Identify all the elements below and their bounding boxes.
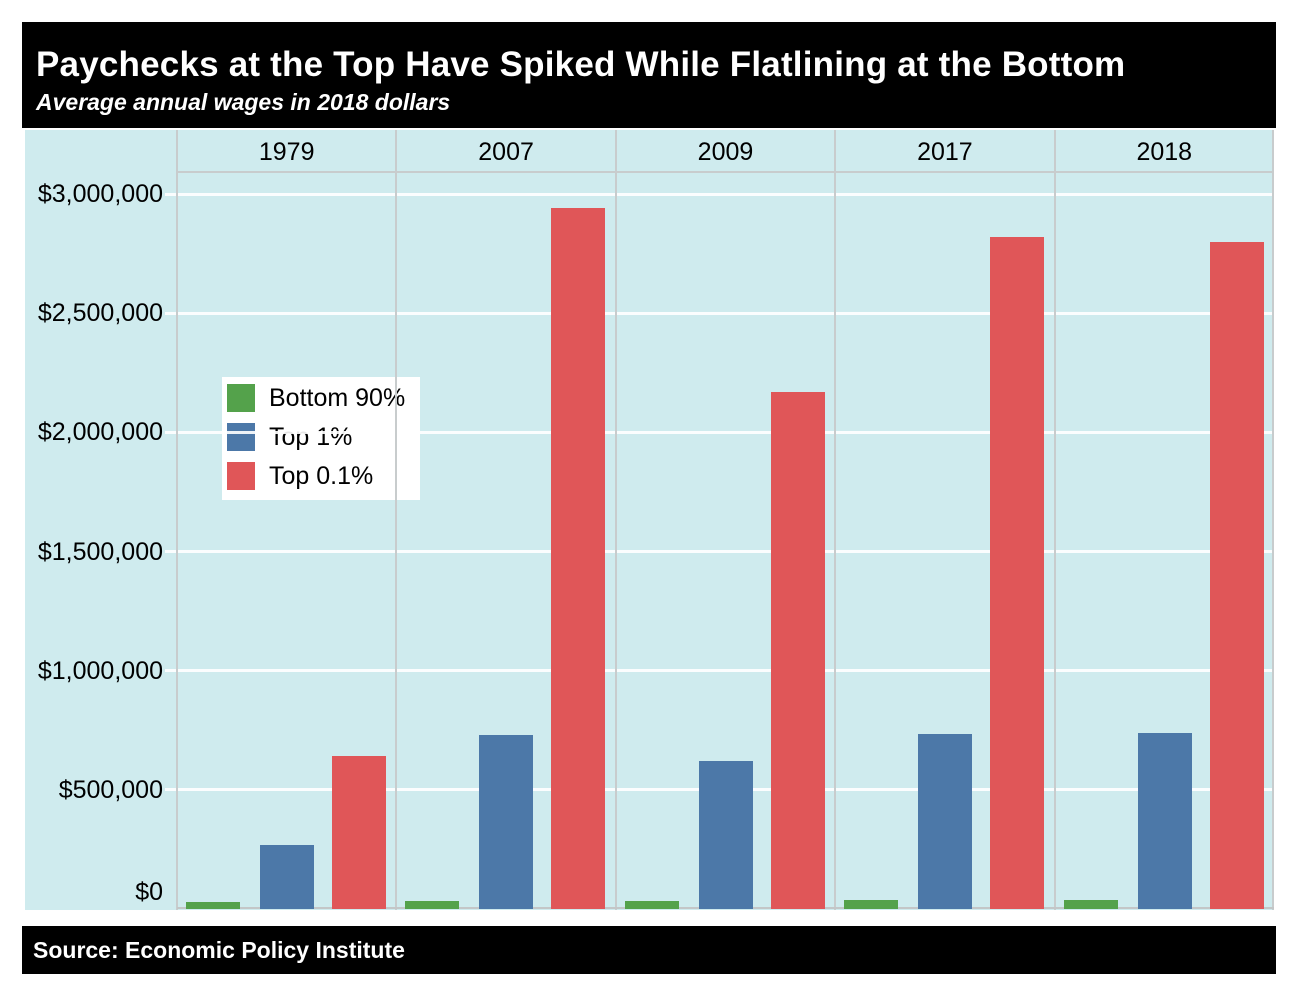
bar-bottom-90-2009 — [624, 900, 679, 909]
panel-divider — [395, 130, 398, 910]
legend-label: Top 1% — [269, 422, 353, 451]
header-banner: Paychecks at the Top Have Spiked While F… — [22, 22, 1276, 128]
y-axis-tick — [165, 430, 177, 434]
y-axis-tick — [165, 311, 177, 315]
panel-divider — [614, 130, 617, 910]
chart: Bottom 90% Top 1% Top 0.1% $0 $500,000 $1,00… — [25, 130, 1274, 910]
legend-swatch — [227, 462, 255, 490]
panel-divider — [834, 130, 837, 910]
bar-bottom-90-1979 — [186, 901, 240, 909]
y-axis-tick — [165, 192, 177, 196]
legend-item: Top 1% — [227, 423, 410, 451]
year-band-separator — [177, 171, 1274, 173]
y-axis-label: $0 — [135, 878, 163, 906]
y-axis-tick — [165, 550, 177, 553]
y-axis-label: $1,500,000 — [37, 537, 163, 566]
gridline — [177, 669, 1274, 673]
bar-top-0-1-2018 — [1209, 241, 1264, 909]
bar-top-0-1-2007 — [551, 208, 606, 909]
year-label: 2009 — [697, 138, 754, 166]
bar-bottom-90-2017 — [844, 900, 899, 909]
chart-subtitle: Average annual wages in 2018 dollars — [36, 89, 451, 115]
gridline — [177, 430, 1274, 434]
bar-top-1-1979 — [260, 844, 314, 909]
legend: Bottom 90% Top 1% Top 0.1% — [222, 377, 420, 500]
chart-title: Paychecks at the Top Have Spiked While F… — [36, 45, 1126, 84]
y-axis-label: $3,000,000 — [37, 180, 163, 208]
legend-label: Bottom 90% — [269, 383, 406, 412]
year-label: 2018 — [1136, 138, 1193, 166]
bar-bottom-90-2018 — [1063, 900, 1118, 909]
gridline — [177, 311, 1274, 315]
y-axis-label: $1,000,000 — [37, 656, 163, 685]
bar-top-1-2007 — [479, 735, 534, 909]
source-bar: Source: Economic Policy Institute — [22, 926, 1276, 974]
source-text: Source: Economic Policy Institute — [33, 937, 405, 963]
year-label: 2017 — [917, 138, 973, 166]
bar-top-1-2017 — [918, 733, 973, 909]
panel-divider — [1053, 130, 1056, 910]
gridline — [177, 192, 1274, 196]
year-label: 2007 — [478, 138, 534, 166]
y-axis-label: $500,000 — [58, 775, 163, 804]
bar-top-0-1-2017 — [990, 236, 1045, 909]
year-label: 1979 — [258, 138, 315, 166]
y-axis-tick — [165, 788, 177, 792]
bar-bottom-90-2007 — [405, 900, 460, 909]
legend-item: Top 0.1% — [227, 462, 410, 490]
panel-divider — [1272, 130, 1274, 910]
y-axis-label: $2,000,000 — [37, 418, 163, 447]
bar-top-0-1-2009 — [770, 391, 825, 909]
bar-top-1-2018 — [1137, 733, 1192, 909]
panel-divider — [176, 130, 178, 910]
legend-label: Top 0.1% — [269, 461, 374, 490]
legend-swatch — [227, 423, 255, 451]
legend-item: Bottom 90% — [227, 384, 410, 412]
bar-top-0-1-1979 — [332, 756, 386, 909]
y-axis-tick — [165, 669, 177, 673]
y-axis-label: $2,500,000 — [37, 299, 163, 328]
bar-top-1-2009 — [698, 761, 753, 909]
gridline — [177, 550, 1274, 553]
legend-swatch — [227, 384, 255, 412]
